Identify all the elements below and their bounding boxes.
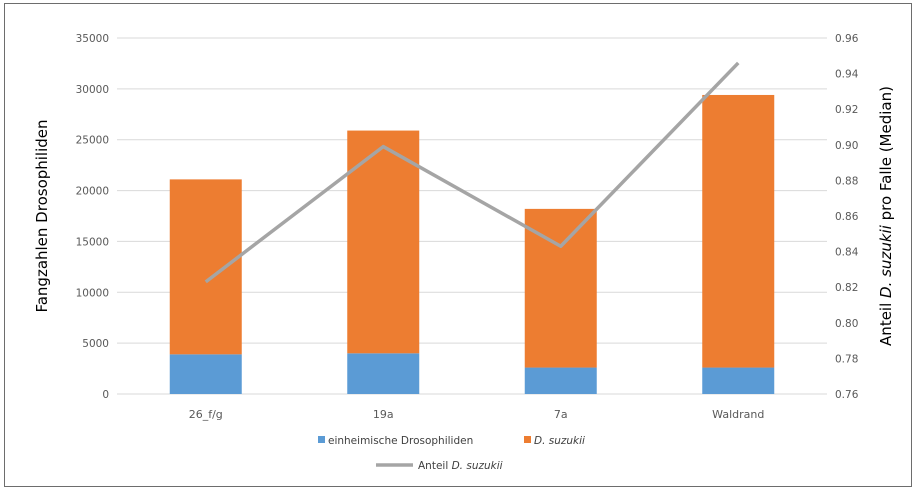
y2-tick-label: 0.82 [835,282,858,294]
y2-tick-label: 0.96 [835,33,859,45]
bar-native [524,367,597,394]
chart: 0 5000 10000 15000 20000 25000 30000 35000 0.76 0… [33,33,895,472]
bar-suzukii [347,130,420,354]
y2-tick-label: 0.90 [835,140,858,152]
y-tick-label: 0 [102,389,109,401]
y-tick-label: 30000 [76,84,109,96]
y2-tick-label: 0.76 [835,389,859,401]
y-tick-label: 25000 [76,135,109,147]
bar-suzukii [169,179,242,355]
y2-tick-label: 0.94 [835,69,859,81]
y-tick-label: 5000 [82,338,109,350]
legend-label-native: einheimische Drosophiliden [328,435,473,447]
y-tick-label: 10000 [76,287,109,299]
y2-tick-label: 0.86 [835,211,859,223]
legend-swatch-native [318,436,325,443]
bar-suzukii [702,94,775,368]
y2-tick-label: 0.88 [835,175,858,187]
bar-native [702,367,775,394]
bar-native [347,353,420,394]
chart-frame: 0 5000 10000 15000 20000 25000 30000 35000 0.76 0… [4,3,912,487]
legend-label-anteil: Anteil D. suzukii [418,460,503,472]
x-tick-label: 7a [554,408,568,421]
line-anteil [204,61,740,284]
x-tick-label: Waldrand [712,408,764,421]
y2-axis-title: Anteil D. suzukii pro Falle (Median) [877,86,895,346]
x-tick-label: 19a [373,408,394,421]
y2-tick-label: 0.84 [835,247,859,259]
legend-swatch-suzukii [524,436,531,443]
y-axis-title: Fangzahlen Drosophiliden [33,119,51,312]
legend-label-suzukii: D. suzukii [534,435,585,447]
y-tick-label: 15000 [76,236,109,248]
bar-suzukii [524,208,597,368]
y2-tick-label: 0.78 [835,353,858,365]
y-tick-label: 20000 [76,186,109,198]
y-tick-label: 35000 [76,33,109,45]
bar-native [169,354,242,394]
x-tick-label: 26_f/g [189,408,223,421]
y2-tick-label: 0.92 [835,104,858,116]
y2-tick-label: 0.80 [835,318,858,330]
